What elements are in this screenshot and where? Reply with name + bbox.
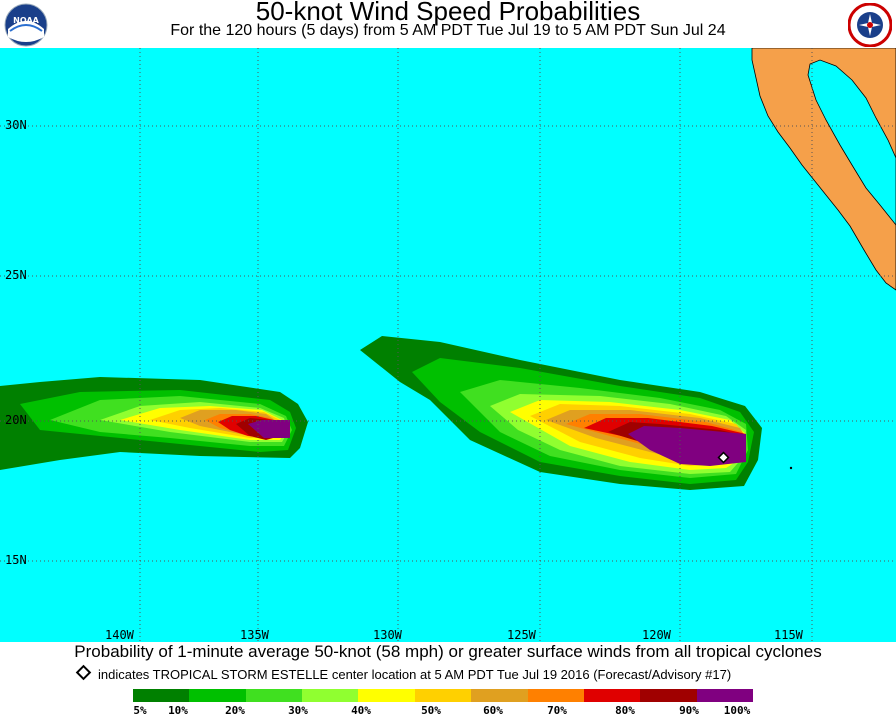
legend-tick: 50%: [421, 704, 441, 717]
lon-label-115w: 115W: [774, 628, 803, 642]
header: NOAA 50-knot Wind Speed Probabilities Fo…: [0, 0, 896, 48]
footer: Probability of 1-minute average 50-knot …: [0, 642, 896, 718]
lon-label-120w: 120W: [642, 628, 671, 642]
storm-center-diamond-icon: [75, 664, 92, 681]
probability-legend-bar: [133, 689, 753, 702]
lat-label-30n: 30N: [5, 118, 27, 132]
legend-tick: 100%: [723, 704, 751, 717]
lat-label-15n: 15N: [5, 553, 27, 567]
lon-label-135w: 135W: [240, 628, 269, 642]
legend-swatch: [696, 689, 753, 702]
legend-tick: 70%: [547, 704, 567, 717]
lon-label-140w: 140W: [105, 628, 134, 642]
legend-tick: 40%: [351, 704, 371, 717]
storm-center-note-text: indicates TROPICAL STORM ESTELLE center …: [98, 667, 732, 682]
lat-label-25n: 25N: [5, 268, 27, 282]
map-grid: [0, 48, 896, 642]
map-title: 50-knot Wind Speed Probabilities: [255, 0, 641, 26]
noaa-logo-icon: NOAA: [4, 3, 48, 47]
map-graphic: [0, 48, 896, 642]
probability-map: 30N 25N 20N 15N 140W 135W 130W 125W 120W…: [0, 48, 896, 642]
legend-swatch: [189, 689, 246, 702]
storm-center-note: indicates TROPICAL STORM ESTELLE center …: [75, 664, 732, 683]
map-caption: Probability of 1-minute average 50-knot …: [74, 642, 822, 661]
legend-swatch: [527, 689, 584, 702]
legend-tick-labels: 5% 10% 20% 30% 40% 50% 60% 70% 80% 90% 1…: [0, 704, 896, 718]
legend-swatch: [640, 689, 697, 702]
lon-label-125w: 125W: [507, 628, 536, 642]
legend-tick: 90%: [679, 704, 699, 717]
storm-center-marker: [717, 451, 730, 464]
svg-text:NOAA: NOAA: [13, 16, 39, 25]
legend-swatch: [471, 689, 528, 702]
legend-tick: 60%: [483, 704, 503, 717]
legend-tick: 5%: [133, 704, 147, 717]
western-probability-swath: [0, 377, 308, 470]
gulf-of-california: [807, 59, 896, 226]
lat-label-20n: 20N: [5, 413, 27, 427]
legend-tick: 30%: [288, 704, 308, 717]
legend-swatch: [583, 689, 641, 702]
legend-swatch: [245, 689, 303, 702]
legend-tick: 80%: [615, 704, 635, 717]
legend-swatch: [302, 689, 359, 702]
legend-swatch: [358, 689, 415, 702]
small-island-marker: [789, 466, 793, 470]
map-subtitle: For the 120 hours (5 days) from 5 AM PDT…: [170, 22, 726, 39]
legend-swatch: [414, 689, 472, 702]
lon-label-130w: 130W: [373, 628, 402, 642]
nws-logo-icon: [848, 3, 892, 47]
legend-tick: 20%: [225, 704, 245, 717]
legend-tick: 10%: [168, 704, 188, 717]
eastern-probability-swath: [360, 336, 762, 490]
legend-swatch: [133, 689, 190, 702]
